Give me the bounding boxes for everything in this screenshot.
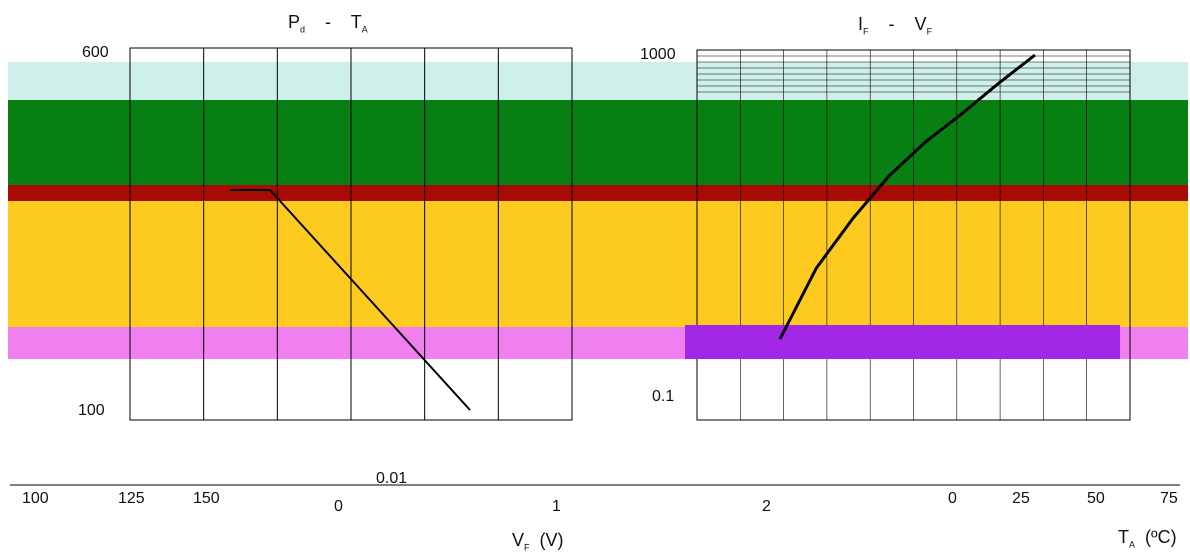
if-vf-title: IF - VF <box>858 14 933 37</box>
pd-ta-curve <box>230 189 471 411</box>
pd-x-tick-25: 25 <box>1012 490 1030 507</box>
if-vf-grid <box>685 49 1131 421</box>
if-x-tick-2: 2 <box>762 498 771 515</box>
if-vf-curve <box>778 53 1036 340</box>
pd-x-tick-100: 100 <box>22 490 49 507</box>
band-red <box>8 185 1188 201</box>
band-yellow <box>8 201 1188 327</box>
pd-x-tick-125: 125 <box>118 490 145 507</box>
pd-ta-grid <box>129 47 573 421</box>
pd-ta-title: Pd - TA <box>288 12 368 35</box>
band-purple <box>685 325 1120 359</box>
pd-x-axis-label: TA (ºC) <box>1118 527 1177 550</box>
if-y-tick-0.1: 0.1 <box>652 388 675 405</box>
if-x-tick-0: 0 <box>334 498 343 515</box>
pd-y-tick-600: 600 <box>82 44 109 61</box>
pd-x-tick-75: 75 <box>1160 490 1178 507</box>
if-y-tick-1000: 1000 <box>640 46 676 63</box>
band-green <box>8 100 1188 185</box>
pd-y-tick-100: 100 <box>78 402 105 419</box>
if-x-axis-label: VF (V) <box>512 530 564 553</box>
pd-x-tick-150: 150 <box>193 490 220 507</box>
pd-x-tick-0: 0 <box>948 490 957 507</box>
pd-x-tick-50: 50 <box>1087 490 1105 507</box>
if-y-tick-0.01: 0.01 <box>376 470 408 487</box>
if-x-tick-1: 1 <box>552 498 561 515</box>
band-cyan <box>8 62 1188 100</box>
